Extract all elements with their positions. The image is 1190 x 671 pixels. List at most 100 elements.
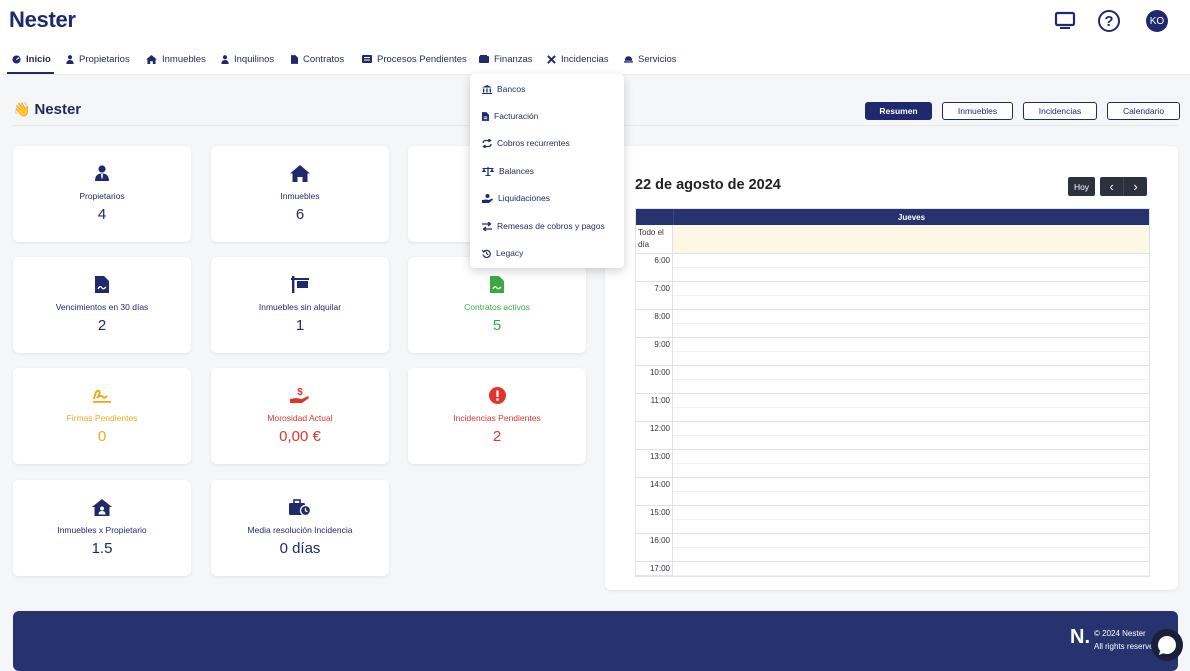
- app-logo[interactable]: Nester: [9, 7, 76, 32]
- prev-day-button[interactable]: ‹: [1100, 177, 1123, 196]
- nav-item-procesos-pendientes[interactable]: Procesos Pendientes: [362, 44, 467, 74]
- day-header: Jueves: [897, 212, 926, 222]
- card-value: 4: [97, 206, 107, 223]
- stat-card-media-resolucion[interactable]: Media resolución Incidencia 0 días: [211, 480, 389, 576]
- card-label: Incidencias Pendientes: [453, 413, 541, 423]
- all-day-label: Todo el día: [636, 225, 673, 253]
- stat-card-morosidad[interactable]: $ Morosidad Actual 0,00 €: [211, 368, 389, 464]
- briefcase-clock-icon: [289, 499, 311, 516]
- next-day-button[interactable]: ›: [1123, 177, 1147, 196]
- page-title-text: Nester: [34, 101, 82, 118]
- menu-item-label: Balances: [499, 166, 534, 176]
- time-slot[interactable]: [673, 310, 1149, 337]
- file-signature-icon: [95, 276, 109, 293]
- time-slot[interactable]: [673, 254, 1149, 281]
- user-avatar[interactable]: KO: [1146, 10, 1168, 32]
- time-label: 7:00: [636, 282, 673, 309]
- time-label: 15:00: [636, 506, 673, 533]
- time-label: 10:00: [636, 366, 673, 393]
- hand-dollar-icon: $: [290, 387, 309, 403]
- time-slot[interactable]: [673, 422, 1149, 449]
- nav-item-contratos[interactable]: Contratos: [291, 44, 344, 74]
- menu-item-facturacion[interactable]: Facturación: [482, 108, 538, 124]
- menu-item-liquidaciones[interactable]: Liquidaciones: [482, 190, 550, 206]
- dashboard-icon: [12, 54, 21, 64]
- time-slot-row: 7:00: [636, 282, 1149, 310]
- scale-icon: [482, 166, 494, 176]
- stat-card-propietarios[interactable]: Propietarios 4: [13, 146, 191, 242]
- nav-label: Servicios: [638, 53, 677, 65]
- monitor-icon[interactable]: [1052, 8, 1078, 34]
- menu-item-bancos[interactable]: Bancos: [482, 81, 525, 97]
- stat-card-inmuebles[interactable]: Inmuebles 6: [211, 146, 389, 242]
- nav-item-inmuebles[interactable]: Inmuebles: [146, 44, 206, 74]
- time-gutter-header: [636, 209, 674, 225]
- page-title: 👋 Nester: [13, 101, 81, 118]
- nav-item-finanzas[interactable]: Finanzas: [479, 44, 533, 74]
- file-contract-icon: [490, 276, 504, 293]
- card-label: Contratos activos: [464, 302, 530, 312]
- history-icon: [482, 249, 491, 258]
- time-label: 11:00: [636, 394, 673, 421]
- wallet-icon: [479, 55, 489, 63]
- top-bar: Nester ? KO: [0, 0, 1190, 45]
- tab-resumen[interactable]: Resumen: [865, 102, 932, 120]
- time-slot[interactable]: [673, 282, 1149, 309]
- footer: N. © 2024 Nester All rights reserved: [13, 611, 1178, 671]
- tab-calendario[interactable]: Calendario: [1107, 102, 1180, 120]
- menu-item-balances[interactable]: Balances: [482, 163, 534, 179]
- time-slot[interactable]: [673, 506, 1149, 533]
- time-slot[interactable]: [673, 450, 1149, 477]
- card-value: 6: [295, 206, 305, 223]
- time-slot[interactable]: [673, 562, 1149, 576]
- bank-icon: [482, 84, 492, 94]
- menu-item-cobros-recurrentes[interactable]: Cobros recurrentes: [482, 135, 570, 151]
- card-value: 0 días: [279, 540, 321, 557]
- nav-label: Inmuebles: [162, 53, 206, 65]
- today-button[interactable]: Hoy: [1068, 177, 1095, 196]
- stat-card-inmuebles-x-propietario[interactable]: Inmuebles x Propietario 1.5: [13, 480, 191, 576]
- nav-item-inquilinos[interactable]: Inquilinos: [221, 44, 274, 74]
- invoice-icon: [482, 111, 489, 121]
- help-button[interactable]: ?: [1096, 8, 1122, 34]
- waving-hand-icon: 👋: [13, 101, 31, 117]
- all-day-cell[interactable]: [673, 225, 1149, 253]
- time-label: 12:00: [636, 422, 673, 449]
- time-slot[interactable]: [673, 534, 1149, 561]
- svg-text:$: $: [297, 387, 303, 398]
- time-slot-row: 8:00: [636, 310, 1149, 338]
- menu-item-legacy[interactable]: Legacy: [482, 245, 523, 261]
- menu-item-remesas[interactable]: Remesas de cobros y pagos: [482, 218, 605, 234]
- stat-card-incidencias-pendientes[interactable]: Incidencias Pendientes 2: [408, 368, 586, 464]
- service-bell-icon: [624, 56, 633, 63]
- time-slot[interactable]: [673, 366, 1149, 393]
- time-slot[interactable]: [673, 394, 1149, 421]
- nav-item-propietarios[interactable]: Propietarios: [66, 44, 130, 74]
- time-slot-row: 17:00: [636, 562, 1149, 576]
- time-label: 13:00: [636, 450, 673, 477]
- calendar-header: Jueves: [636, 209, 1149, 225]
- card-label: Morosidad Actual: [267, 413, 333, 423]
- file-icon: [291, 54, 298, 64]
- tab-incidencias[interactable]: Incidencias: [1023, 102, 1097, 120]
- card-value: 0: [97, 428, 107, 445]
- stat-card-inmuebles-sin-alquilar[interactable]: Inmuebles sin alquilar 1: [211, 257, 389, 353]
- time-slot[interactable]: [673, 478, 1149, 505]
- stat-card-firmas-pendientes[interactable]: Firmas Pendientes 0: [13, 368, 191, 464]
- stat-card-contratos-activos[interactable]: Contratos activos 5: [408, 257, 586, 353]
- card-label: Propietarios: [79, 191, 125, 201]
- tab-inmuebles[interactable]: Inmuebles: [942, 102, 1013, 120]
- header-actions: ? KO: [1052, 8, 1168, 34]
- stat-card-vencimientos[interactable]: Vencimientos en 30 días 2: [13, 257, 191, 353]
- time-slot-row: 13:00: [636, 450, 1149, 478]
- menu-item-label: Remesas de cobros y pagos: [497, 221, 605, 231]
- footer-text: © 2024 Nester All rights reserved: [1094, 627, 1178, 653]
- repeat-icon: [482, 138, 492, 148]
- user-tie-icon: [95, 165, 109, 181]
- time-slot[interactable]: [673, 338, 1149, 365]
- nav-item-servicios[interactable]: Servicios: [624, 44, 677, 74]
- nav-item-incidencias[interactable]: Incidencias: [547, 44, 609, 74]
- nav-item-inicio[interactable]: Inicio: [12, 44, 51, 74]
- menu-item-label: Legacy: [496, 248, 524, 258]
- chat-button[interactable]: [1151, 629, 1183, 661]
